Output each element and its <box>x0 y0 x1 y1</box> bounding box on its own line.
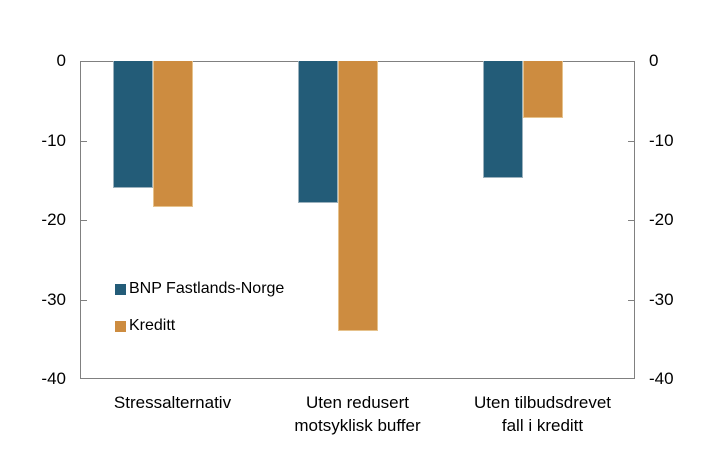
category-label-2: Uten tilbudsdrevet fall i kreditt <box>473 393 612 435</box>
legend-item-kreditt: Kreditt <box>115 315 284 337</box>
legend: BNP Fastlands-Norge Kreditt <box>115 278 284 352</box>
ytick-label-right: -10 <box>649 130 674 150</box>
legend-label-kreditt: Kreditt <box>129 317 176 334</box>
ytick-mark-left <box>80 299 87 301</box>
ytick-label-right: -40 <box>649 369 674 388</box>
ytick-mark-right <box>628 140 635 142</box>
ytick-label-left: -40 <box>41 369 66 388</box>
ytick-label-left: -10 <box>41 130 66 150</box>
legend-item-bnp: BNP Fastlands-Norge <box>115 278 284 300</box>
ytick-label-left: 0 <box>56 51 66 70</box>
ytick-mark-right <box>628 299 635 301</box>
ytick-mark-left <box>80 140 87 142</box>
legend-swatch-kreditt-icon <box>115 320 126 332</box>
bar-kreditt-0 <box>152 61 193 208</box>
bar-bnp-0 <box>112 61 153 189</box>
legend-label-bnp: BNP Fastlands-Norge <box>129 280 285 297</box>
bar-bnp-1 <box>297 61 338 204</box>
legend-swatch-bnp-icon <box>115 283 126 295</box>
ytick-label-left: -20 <box>41 210 66 229</box>
bar-bnp-2 <box>482 61 523 178</box>
category-label-1: Uten redusert motsyklisk buffer <box>294 393 421 435</box>
bar-kreditt-1 <box>337 61 378 332</box>
bar-kreditt-2 <box>522 61 563 119</box>
ytick-mark-left <box>80 220 87 221</box>
ytick-label-left: -30 <box>41 289 66 309</box>
ytick-mark-right <box>628 220 635 221</box>
ytick-label-right: 0 <box>649 51 659 70</box>
category-label-0: Stressalternativ <box>113 393 232 412</box>
ytick-label-right: -20 <box>649 210 674 229</box>
ytick-label-right: -30 <box>649 289 674 309</box>
